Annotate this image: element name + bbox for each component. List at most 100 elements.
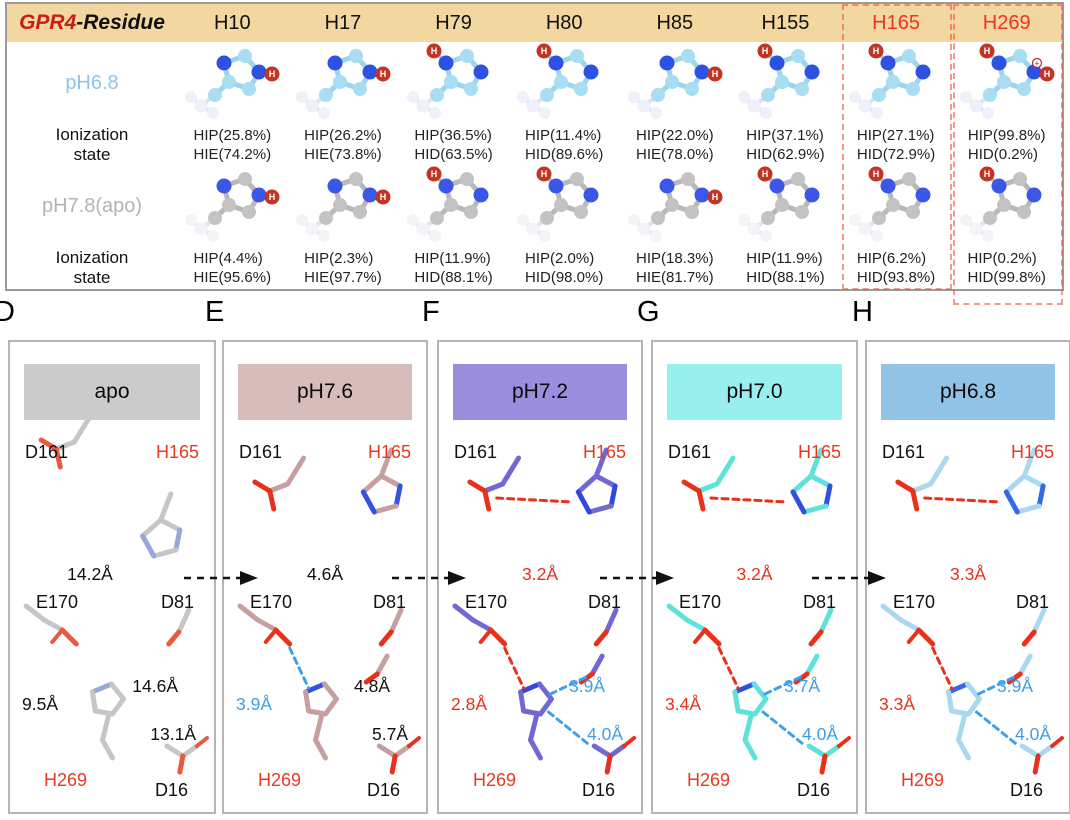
svg-text:H: H [873, 169, 880, 179]
flow-arrow-f-to-g [600, 571, 674, 585]
ionization-line1: HIP(2.3%) [304, 249, 374, 267]
ionization-line2: HIE(78.0%) [636, 145, 714, 163]
histidine-molecule-icon-H85-row0: H [620, 42, 731, 124]
row-label-ionization-state-2: Ionization state [7, 247, 177, 288]
distance-label-left: 9.5Å [22, 694, 58, 714]
distance-label-top: 14.2Å [67, 564, 113, 584]
histidine-molecule-icon-H165-row0: H [841, 42, 952, 124]
svg-text:H: H [712, 192, 719, 202]
ionization-line1: HIP(2.0%) [525, 249, 595, 267]
ionization-line1: HIP(27.1%) [856, 126, 935, 144]
column-headers: H10 H17 H79 H80 H85 H155 H165 H269 [177, 12, 1062, 35]
column-header-H165: H165 [872, 11, 920, 34]
distance-label-low: 13.1Å [150, 724, 196, 744]
ionization-values-H17-row1: HIP(2.3%) HIE(97.7%) [288, 247, 399, 288]
condition-label-ph68: pH6.8 [65, 71, 119, 94]
ionization-line2: HIE(97.7%) [304, 268, 382, 286]
histidine-molecule-icon-H79-row1: H [398, 165, 509, 247]
ionization-line1: HIP(18.3%) [636, 249, 714, 267]
ionization-line2: HID(63.5%) [414, 145, 493, 163]
svg-text:H: H [430, 46, 437, 56]
ionization-line1: HIP(4.4%) [193, 249, 263, 267]
distance-label-top: 3.2Å [736, 564, 773, 584]
distance-label-left: 3.9Å [236, 694, 272, 714]
distance-label-left: 3.3Å [879, 694, 915, 714]
ionization-table: GPR4-Residue H10 H17 H79 H80 H85 H155 H165 H269… [5, 2, 1064, 291]
residue-label-h269: H269 [473, 770, 517, 790]
histidine-molecule-icon-H269-row0: H H + [951, 42, 1062, 124]
ionization-line2: HIE(73.8%) [304, 145, 382, 163]
distance-label-left: 3.4Å [665, 694, 701, 714]
ionization-line2: HIE(81.7%) [636, 268, 714, 286]
panel-letter-G: G [637, 296, 660, 328]
panel-title-pH7.2: pH7.2 [453, 364, 627, 420]
histidine-molecule-icon-H79-row0: H [398, 42, 509, 124]
panel-letter-D: D [0, 296, 15, 328]
ionization-line1: HIP(26.2%) [304, 126, 382, 144]
histidine-molecule-icon-H165-row1: H [841, 165, 952, 247]
column-header-H269: H269 [982, 11, 1031, 34]
svg-text:H: H [712, 69, 719, 79]
histidine-molecule-icon-H85-row1: H [620, 165, 731, 247]
svg-text:H: H [762, 46, 769, 56]
svg-text:H: H [873, 46, 880, 56]
residue-label-d161: D161 [25, 442, 69, 462]
ionization-values-H79-row0: HIP(36.5%) HID(63.5%) [398, 124, 509, 165]
distance-label-mid: 14.6Å [132, 676, 178, 696]
ionization-values-H10-row1: HIP(4.4%) HIE(95.6%) [177, 247, 288, 288]
histidine-molecule-icon-H155-row1: H [730, 165, 841, 247]
ionization-line2: HID(93.8%) [856, 268, 936, 286]
panel-title-pH7.0: pH7.0 [667, 364, 842, 420]
svg-text:+: + [1034, 59, 1039, 68]
histidine-molecule-icon-H269-row1: H [951, 165, 1062, 247]
histidine-molecule-icon-H80-row1: H [509, 165, 620, 247]
ionization-values-H155-row1: HIP(11.9%) HID(88.1%) [730, 247, 841, 288]
residue-label-d81: D81 [160, 592, 194, 612]
residue-label-h165: H165 [155, 442, 199, 462]
residue-label-d81: D81 [372, 592, 406, 612]
residue-label-d161: D161 [882, 442, 926, 462]
ionization-values-H80-row1: HIP(2.0%) HID(98.0%) [509, 247, 620, 288]
histidine-molecule-icon-H10-row1: H [177, 165, 288, 247]
ionization-values-H269-row0: HIP(99.8%) HID(0.2%) [951, 124, 1062, 165]
residue-label-d81: D81 [587, 592, 621, 612]
residue-label-h165: H165 [582, 442, 626, 462]
flow-arrow-e-to-f [392, 571, 466, 585]
ionization-line2: HIE(74.2%) [193, 145, 272, 163]
histidine-molecule-icon-H10-row0: H [177, 42, 288, 124]
residue-label-d16: D16 [581, 780, 615, 800]
svg-text:H: H [380, 69, 387, 79]
panel-letter-F: F [422, 296, 440, 328]
ionization-word: Ionization [55, 124, 129, 144]
residue-label-h269: H269 [901, 770, 945, 790]
state-row-ph78apo: Ionization state HIP(4.4%) HIE(95.6%) HIP(… [7, 247, 1062, 288]
ionization-line1: HIP(37.1%) [746, 126, 824, 144]
distance-label-mid: 3.9Å [997, 676, 1033, 696]
residue-label-e170: E170 [893, 592, 936, 612]
panel-title-pH7.6: pH7.6 [238, 364, 412, 420]
distance-label-low: 4.0Å [587, 724, 623, 744]
svg-text:H: H [1043, 69, 1050, 79]
residue-label-e170: E170 [36, 592, 79, 612]
table-header-row: GPR4-Residue H10 H17 H79 H80 H85 H155 H165 H269 [7, 4, 1062, 42]
residue-label-d16: D16 [154, 780, 188, 800]
residue-label-e170: E170 [679, 592, 722, 612]
residue-label-e170: E170 [465, 592, 508, 612]
state-word: state [73, 144, 111, 164]
distance-label-mid: 3.7Å [784, 676, 820, 696]
ionization-line1: HIP(11.9%) [414, 249, 491, 267]
distance-label-low: 5.7Å [372, 724, 408, 744]
distance-label-top: 4.6Å [307, 564, 343, 584]
ionization-line1: HIP(25.8%) [193, 126, 272, 144]
state-row-ph68: Ionization state HIP(25.8%) HIE(74.2%) HIP… [7, 124, 1062, 165]
condition-label-ph78apo: pH7.8(apo) [41, 194, 143, 217]
svg-text:H: H [269, 69, 276, 79]
distance-label-mid: 4.8Å [354, 676, 390, 696]
residue-label-h165: H165 [367, 442, 411, 462]
ionization-line1: HIP(6.2%) [856, 249, 927, 267]
structure-panel-H: pH6.8 D161 H165 E170 D81 H269 D16 3.3Å 3.3Å 3.9Å 4… [865, 340, 1070, 814]
panel-letter-H: H [852, 296, 873, 328]
histidine-molecule-icon-H155-row0: H [730, 42, 841, 124]
flow-arrow-d-to-e [184, 571, 258, 585]
